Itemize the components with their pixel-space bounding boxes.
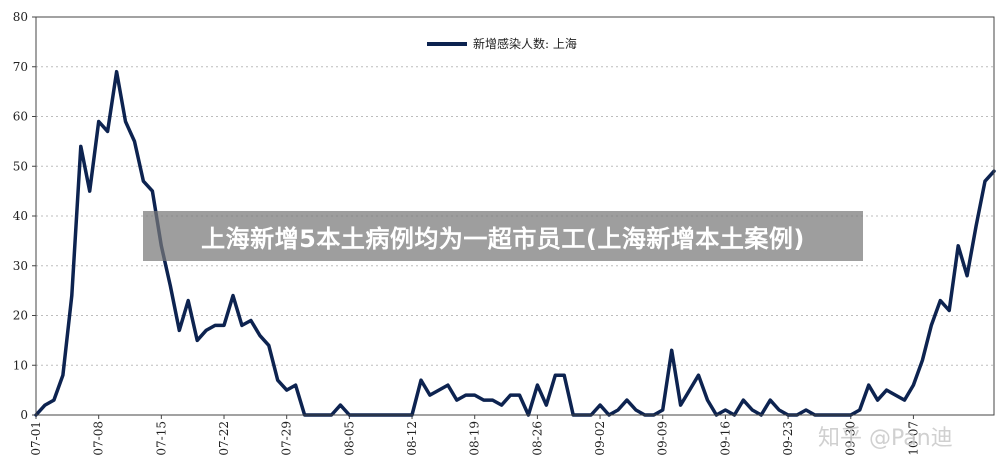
y-tick-label: 80	[13, 10, 28, 24]
legend: 新增感染人数: 上海	[427, 36, 577, 51]
y-tick-label: 70	[13, 60, 28, 74]
y-tick-label: 50	[13, 159, 28, 173]
axes	[35, 16, 995, 416]
x-tick-label: 07-08	[92, 421, 106, 456]
x-tick-label: 08-05	[342, 421, 356, 456]
x-axis-tick-labels: 07-01 07-08 07-15 07-22 07-29 08-05 08-12 08-19…	[29, 415, 920, 456]
legend-label: 新增感染人数: 上海	[473, 36, 577, 51]
x-tick-label: 09-02	[593, 421, 607, 456]
x-tick-label: 07-22	[217, 421, 231, 456]
y-tick-label: 60	[13, 110, 28, 124]
y-axis-tick-labels: 0 10 20 30 40 50 60 70 80	[13, 10, 36, 422]
x-tick-label: 08-12	[405, 421, 419, 456]
y-tick-label: 30	[13, 259, 28, 273]
x-tick-label: 08-19	[468, 421, 482, 456]
headline-text: 上海新增5本土病例均为一超市员工(上海新增本土案例)	[201, 224, 805, 253]
x-tick-label: 10-07	[906, 421, 920, 456]
y-tick-label: 10	[13, 358, 28, 372]
x-tick-label: 07-01	[29, 421, 43, 456]
headline-banner: 上海新增5本土病例均为一超市员工(上海新增本土案例)	[143, 211, 863, 261]
x-tick-label: 08-26	[530, 421, 544, 456]
x-tick-label: 09-16	[718, 421, 732, 456]
y-tick-label: 40	[13, 209, 28, 223]
x-tick-label: 09-09	[656, 421, 670, 456]
x-tick-label: 07-29	[280, 421, 294, 456]
y-tick-label: 20	[13, 309, 28, 323]
y-tick-label: 0	[20, 408, 28, 422]
watermark: 知乎 @Pan迪	[818, 426, 953, 451]
x-tick-label: 09-23	[781, 421, 795, 456]
plot-frame	[35, 16, 995, 416]
grid-lines	[36, 16, 994, 366]
x-tick-label: 07-15	[154, 421, 168, 456]
x-tick-label: 09-30	[844, 421, 858, 456]
